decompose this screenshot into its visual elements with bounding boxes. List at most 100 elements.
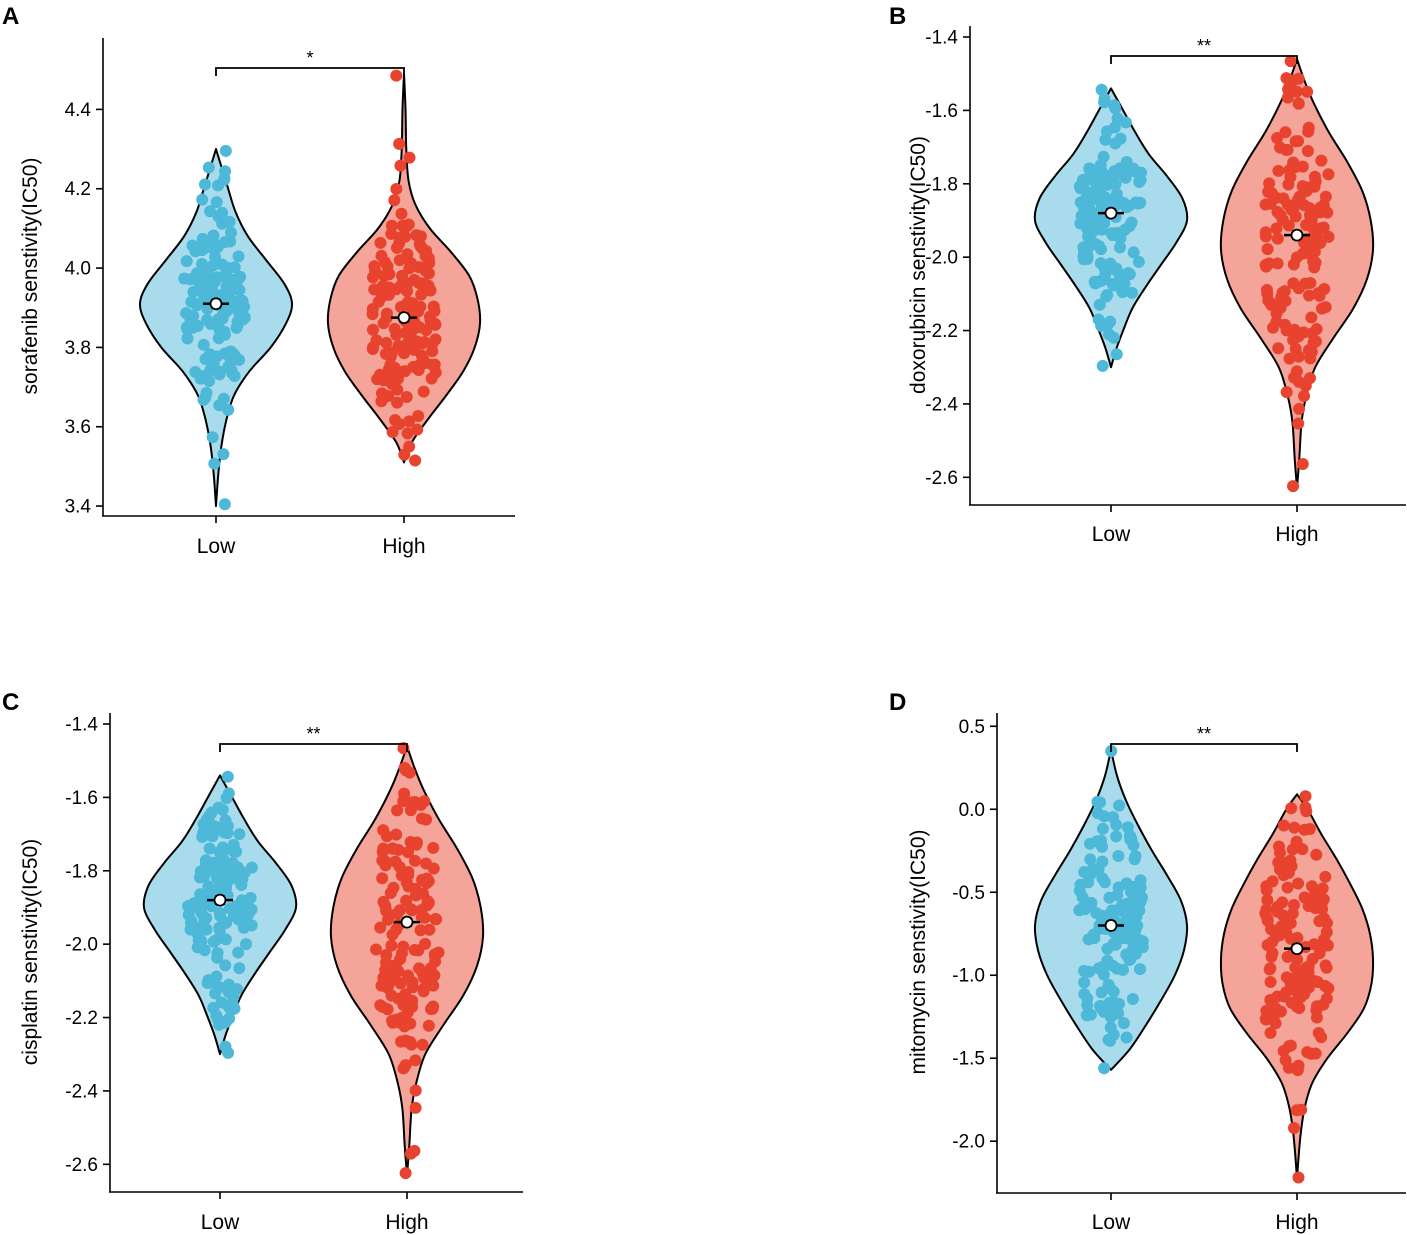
x-tick-label-high: High xyxy=(1275,1211,1318,1234)
data-point xyxy=(1298,390,1311,403)
y-tick-label: -1.6 xyxy=(925,101,958,122)
data-point xyxy=(216,309,229,322)
data-point xyxy=(238,866,251,879)
data-point xyxy=(376,872,389,885)
y-tick-label: -2.0 xyxy=(952,1132,985,1153)
data-point xyxy=(205,806,218,819)
data-point xyxy=(403,151,416,164)
data-point xyxy=(1281,143,1294,156)
data-point xyxy=(1305,893,1318,906)
significance-label: ** xyxy=(306,724,320,744)
data-point xyxy=(1090,907,1103,920)
data-point xyxy=(379,899,392,912)
data-point xyxy=(227,838,240,851)
data-point xyxy=(1301,1046,1314,1059)
data-point xyxy=(1130,910,1143,923)
data-point xyxy=(381,1003,394,1016)
data-point xyxy=(1124,830,1137,843)
mean-point-low xyxy=(1104,919,1118,932)
data-point xyxy=(1309,256,1322,269)
data-point xyxy=(1093,298,1106,311)
data-point xyxy=(1282,1061,1295,1074)
data-point xyxy=(1287,480,1300,493)
data-point xyxy=(408,854,421,867)
data-point xyxy=(402,865,415,878)
data-point xyxy=(1289,135,1302,148)
significance-label: ** xyxy=(1197,724,1211,744)
data-point xyxy=(1316,940,1329,953)
data-point xyxy=(1112,881,1125,894)
data-point xyxy=(1299,790,1312,803)
data-point xyxy=(1261,287,1274,300)
data-point xyxy=(219,933,232,946)
data-point xyxy=(375,249,388,262)
data-point xyxy=(393,254,406,267)
data-point xyxy=(232,913,245,926)
significance-label: * xyxy=(306,48,313,68)
data-point xyxy=(413,358,426,371)
points-high xyxy=(366,69,442,467)
data-point xyxy=(219,959,232,972)
y-tick-label: 3.8 xyxy=(65,338,91,359)
data-point xyxy=(1261,894,1274,907)
mean-point-high xyxy=(400,915,414,929)
data-point xyxy=(210,872,223,885)
data-point xyxy=(395,301,408,314)
data-point xyxy=(1098,1062,1111,1075)
data-point xyxy=(403,415,416,428)
points-low xyxy=(1073,745,1149,1075)
data-point xyxy=(412,276,425,289)
data-point xyxy=(221,770,234,783)
data-point xyxy=(1265,950,1278,963)
data-point xyxy=(1130,895,1143,908)
data-point xyxy=(1302,960,1315,973)
data-point xyxy=(1319,190,1332,203)
data-point xyxy=(376,854,389,867)
data-point xyxy=(222,787,235,800)
data-point xyxy=(208,820,221,833)
data-point xyxy=(204,364,217,377)
data-point xyxy=(1295,1103,1308,1116)
data-point xyxy=(391,804,404,817)
data-point xyxy=(202,864,215,877)
y-tick-label: -2.4 xyxy=(65,1081,98,1102)
data-point xyxy=(1280,926,1293,939)
data-point xyxy=(1270,222,1283,235)
data-point xyxy=(1288,972,1301,985)
data-point xyxy=(1133,879,1146,892)
data-point xyxy=(219,165,232,178)
data-point xyxy=(397,940,410,953)
y-tick-label: -2.2 xyxy=(65,1008,98,1029)
data-point xyxy=(1296,457,1309,470)
data-point xyxy=(432,946,445,959)
data-point xyxy=(245,903,258,916)
y-tick-label: -2.6 xyxy=(65,1155,98,1176)
data-point xyxy=(1302,981,1315,994)
data-point xyxy=(422,1019,435,1032)
data-point xyxy=(402,969,415,982)
data-point xyxy=(223,215,236,228)
data-point xyxy=(1305,880,1318,893)
y-tick-label: -1.8 xyxy=(925,174,958,195)
data-point xyxy=(1320,926,1333,939)
data-point xyxy=(1097,960,1110,973)
data-point xyxy=(1132,197,1145,210)
data-point xyxy=(400,220,413,233)
data-point xyxy=(368,260,381,273)
data-point xyxy=(383,281,396,294)
data-point xyxy=(1096,359,1109,372)
data-point xyxy=(211,271,224,284)
data-point xyxy=(409,1054,422,1067)
data-point xyxy=(1116,963,1129,976)
data-point xyxy=(396,269,409,282)
data-point xyxy=(1110,348,1123,361)
y-tick-label: -2.2 xyxy=(925,321,958,342)
data-point xyxy=(198,290,211,303)
data-point xyxy=(206,431,219,444)
data-point xyxy=(366,271,379,284)
data-point xyxy=(1104,257,1117,270)
significance-label: ** xyxy=(1197,36,1211,56)
data-point xyxy=(1286,907,1299,920)
